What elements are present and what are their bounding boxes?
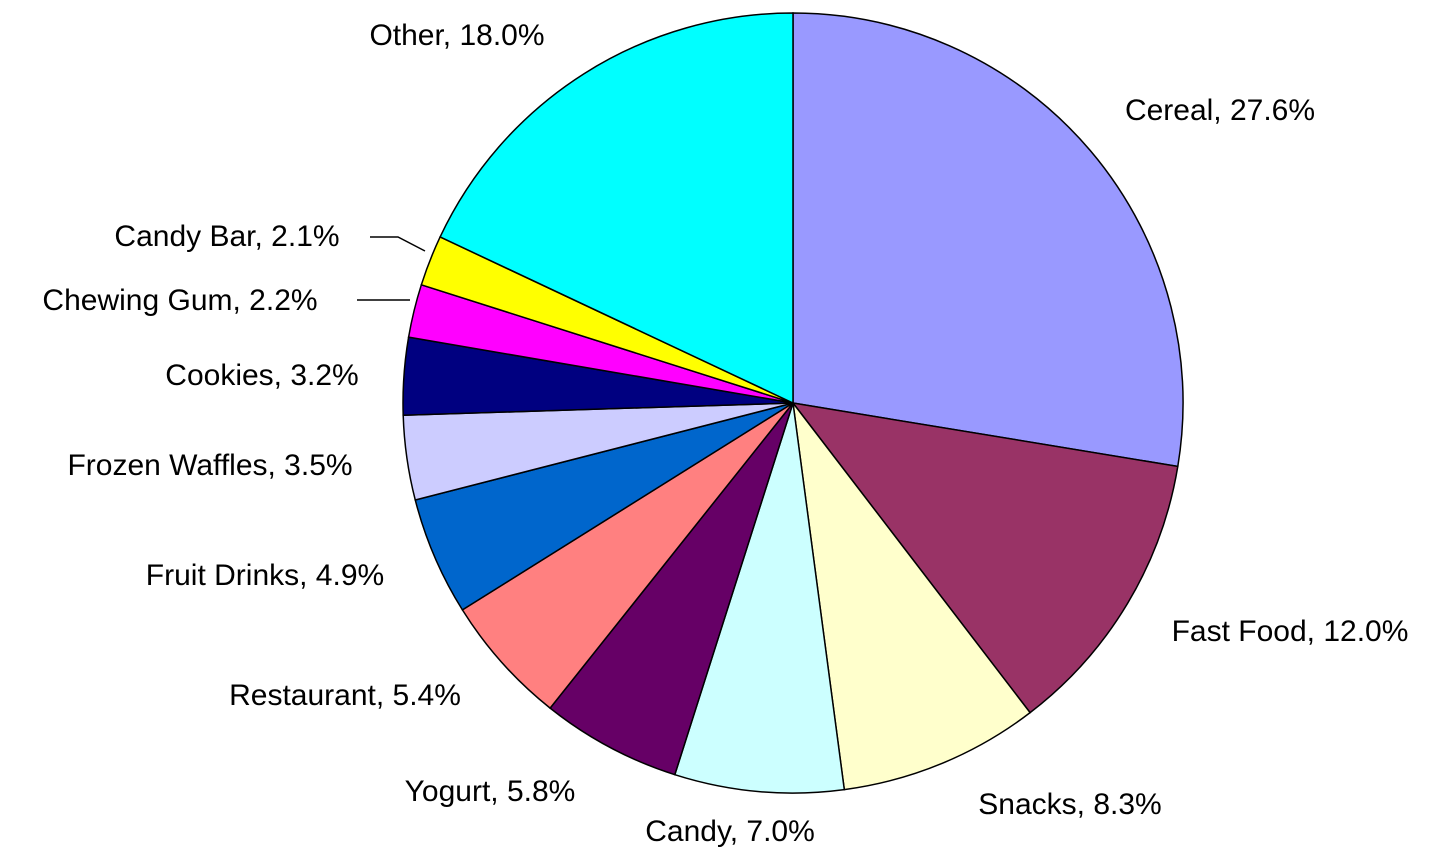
slice-label: Chewing Gum, 2.2% (42, 284, 317, 317)
pie-slice (461, 402, 794, 710)
leader-line (370, 236, 426, 252)
pie (402, 12, 1184, 794)
slice-label: Cookies, 3.2% (165, 359, 358, 392)
slice-label: Candy Bar, 2.1% (114, 220, 339, 253)
slice-label: Snacks, 8.3% (978, 788, 1161, 821)
slice-label: Restaurant, 5.4% (229, 679, 461, 712)
slice-label: Yogurt, 5.8% (405, 775, 576, 808)
slice-label: Fast Food, 12.0% (1172, 615, 1409, 648)
pie-slice (549, 402, 794, 776)
pie-slice (791, 400, 1032, 791)
slice-label: Other, 18.0% (369, 19, 544, 52)
pie-slice (673, 402, 846, 794)
slice-label: Frozen Waffles, 3.5% (67, 449, 352, 482)
slice-label: Fruit Drinks, 4.9% (146, 559, 384, 592)
slice-label: Candy, 7.0% (645, 815, 815, 848)
pie-slice (439, 12, 794, 405)
pie-slice (791, 401, 1179, 714)
slice-label: Cereal, 27.6% (1125, 94, 1315, 127)
pie-slice (792, 12, 1184, 468)
